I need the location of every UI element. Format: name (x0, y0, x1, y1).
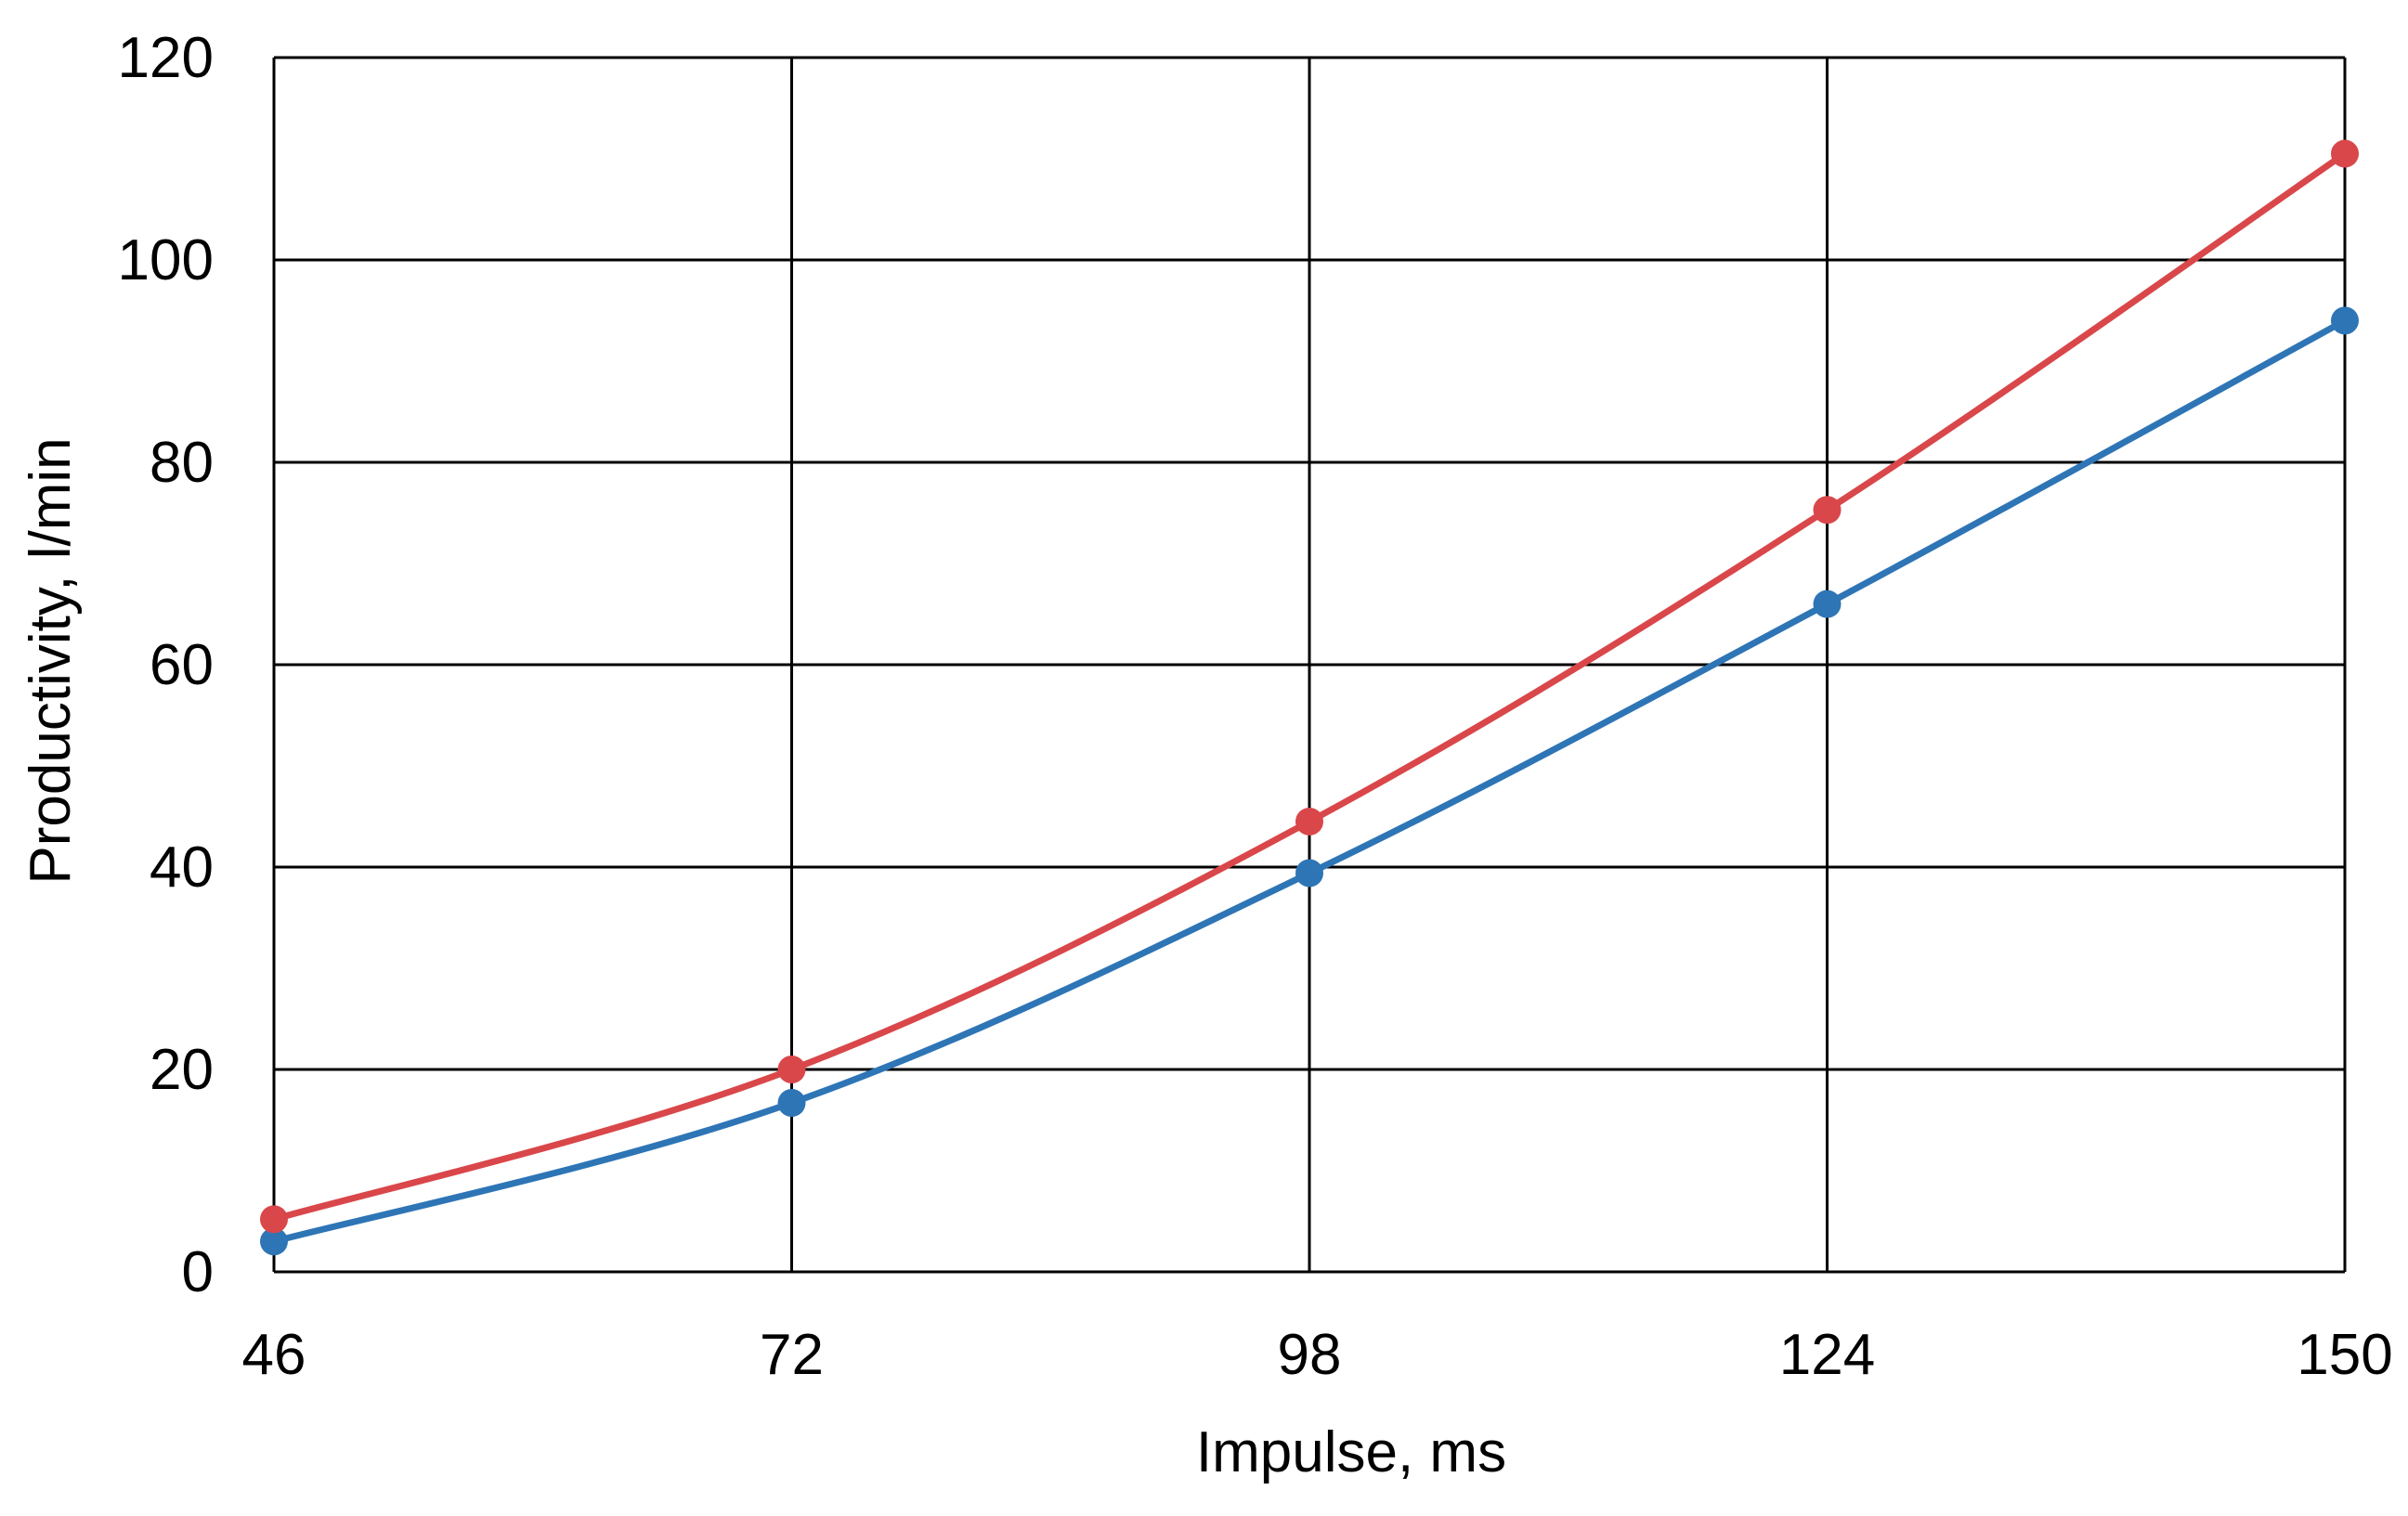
series-2 (260, 139, 2359, 1234)
series-1 (260, 306, 2359, 1256)
y-axis-ticks: 0 20 40 60 80 100 120 (118, 26, 214, 1304)
x-axis-ticks: 46 72 98 124 150 (242, 1323, 2393, 1387)
series-layer (260, 139, 2359, 1256)
x-tick-label: 98 (1278, 1323, 1342, 1387)
series-1-point (1295, 859, 1323, 888)
x-tick-label: 72 (760, 1323, 824, 1387)
gridlines (272, 56, 2347, 1274)
series-1-point (777, 1088, 806, 1117)
series-2-point (777, 1056, 806, 1083)
series-1-point (1813, 590, 1842, 618)
series-2-point (1295, 807, 1323, 836)
x-tick-label: 150 (2297, 1323, 2392, 1387)
y-tick-label: 20 (150, 1038, 214, 1102)
y-axis-title: Productivity, l/min (19, 437, 83, 884)
x-axis-title: Impulse, ms (1196, 1420, 1506, 1484)
y-tick-label: 0 (182, 1240, 214, 1304)
y-tick-label: 100 (118, 228, 214, 292)
y-tick-label: 40 (150, 836, 214, 900)
y-tick-label: 120 (118, 26, 214, 90)
series-2-point (1813, 496, 1842, 525)
y-tick-label: 60 (150, 633, 214, 697)
series-1-point (2331, 306, 2359, 335)
series-1-point (260, 1227, 288, 1256)
x-tick-label: 46 (242, 1323, 306, 1387)
y-tick-label: 80 (150, 431, 214, 495)
series-2-point (2331, 139, 2359, 168)
x-tick-label: 124 (1779, 1323, 1875, 1387)
series-2-point (260, 1205, 288, 1234)
